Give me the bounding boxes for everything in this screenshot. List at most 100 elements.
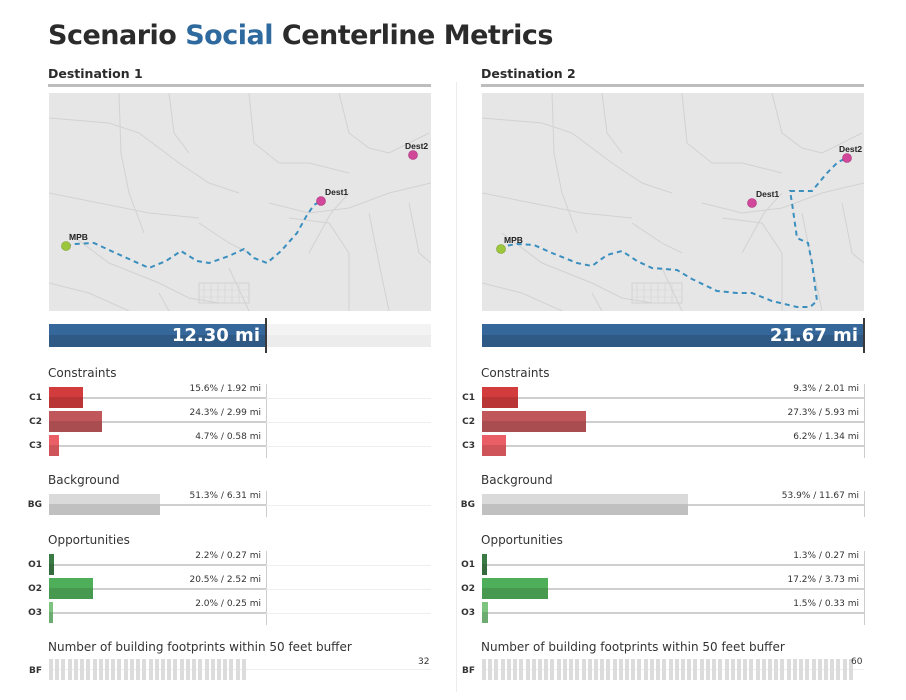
row-bar[interactable] [482, 578, 548, 599]
row-value-label: 15.6% / 1.92 mi [189, 384, 261, 394]
building-tick [718, 659, 723, 680]
building-tick [581, 659, 586, 680]
map-town [631, 282, 683, 304]
map-label-dest2: Dest2 [839, 144, 862, 154]
row-bar[interactable] [49, 494, 160, 515]
building-tick [593, 659, 598, 680]
route-map[interactable]: MPB Dest1 Dest2 [49, 93, 431, 311]
route-map[interactable]: MPB Dest1 Dest2 [482, 93, 864, 311]
row-value-label: 9.3% / 2.01 mi [793, 384, 859, 394]
distance-bar-fill [482, 324, 864, 347]
map-label-dest2: Dest2 [405, 141, 428, 151]
row-code: C3 [29, 441, 42, 451]
map-label-dest1: Dest1 [756, 189, 779, 199]
dest1-point-marker[interactable] [316, 196, 326, 206]
row-baseline-extension [266, 565, 431, 566]
row-code: O3 [28, 608, 42, 618]
row-bar[interactable] [482, 435, 506, 456]
building-tick [612, 659, 617, 680]
distance-bar-track [482, 324, 864, 347]
building-tick [117, 659, 122, 680]
row-bar[interactable] [49, 602, 53, 623]
row-value-label: 1.5% / 0.33 mi [793, 599, 859, 609]
row-value-label: 17.2% / 3.73 mi [787, 575, 859, 585]
building-tick [693, 659, 698, 680]
building-tick [836, 659, 841, 680]
building-tick [148, 659, 153, 680]
building-tick [606, 659, 611, 680]
building-tick [724, 659, 729, 680]
building-tick [173, 659, 178, 680]
destination-panel-2: Destination 2 MPB Dest1 Dest2 21.67 mi Co… [433, 0, 865, 700]
route-map-svg: MPB Dest1 Dest2 [482, 93, 864, 311]
building-tick [488, 659, 493, 680]
row-baseline [49, 421, 266, 423]
building-tick [210, 659, 215, 680]
row-code: BG [27, 500, 42, 510]
map-roads [49, 93, 431, 311]
building-tick [656, 659, 661, 680]
route-line [65, 200, 322, 270]
row-bar[interactable] [482, 554, 487, 575]
background-heading: Background [48, 473, 120, 487]
row-value-label: 6.2% / 1.34 mi [793, 432, 859, 442]
dest1-point-marker[interactable] [747, 198, 757, 208]
map-label-origin: MPB [504, 235, 523, 245]
row-code: O1 [28, 560, 42, 570]
opportunities-heading: Opportunities [481, 533, 563, 547]
dest2-point-marker[interactable] [408, 150, 418, 160]
row-value-label: 53.9% / 11.67 mi [781, 491, 859, 501]
building-tick [817, 659, 822, 680]
building-tick [223, 659, 228, 680]
constraints-scale-marker [266, 384, 267, 458]
building-tick [736, 659, 741, 680]
row-code: BF [28, 666, 42, 676]
row-bar[interactable] [49, 411, 102, 432]
building-tick [513, 659, 518, 680]
buildings-baseline [482, 669, 864, 670]
building-tick [799, 659, 804, 680]
building-tick [761, 659, 766, 680]
row-baseline-extension [266, 446, 431, 447]
row-baseline-extension [266, 589, 431, 590]
building-tick [562, 659, 567, 680]
row-bar[interactable] [49, 435, 59, 456]
building-tick [531, 659, 536, 680]
dest2-point-marker[interactable] [842, 153, 852, 163]
origin-point-marker[interactable] [496, 244, 506, 254]
row-bar[interactable] [49, 578, 93, 599]
row-bar[interactable] [482, 387, 518, 408]
map-town [198, 282, 250, 304]
row-code: C2 [29, 417, 42, 427]
row-bar[interactable] [482, 602, 488, 623]
map-background [482, 93, 864, 311]
row-value-label: 2.2% / 0.27 mi [195, 551, 261, 561]
background-heading: Background [481, 473, 553, 487]
building-tick [674, 659, 679, 680]
building-tick [86, 659, 91, 680]
building-tick [73, 659, 78, 680]
building-tick [680, 659, 685, 680]
row-value-label: 1.3% / 0.27 mi [793, 551, 859, 561]
building-tick [749, 659, 754, 680]
row-bar[interactable] [482, 494, 688, 515]
row-code: O3 [461, 608, 475, 618]
background-scale-marker [266, 491, 267, 517]
origin-point-marker[interactable] [61, 241, 71, 251]
building-tick [525, 659, 530, 680]
row-baseline [49, 445, 266, 447]
row-code: BG [460, 500, 475, 510]
row-bar[interactable] [49, 554, 54, 575]
building-tick [136, 659, 141, 680]
building-tick [811, 659, 816, 680]
row-bar[interactable] [482, 411, 586, 432]
building-tick [198, 659, 203, 680]
building-tick [192, 659, 196, 680]
building-tick [129, 659, 134, 680]
building-tick [216, 659, 221, 680]
building-tick [550, 659, 555, 680]
row-code: O2 [28, 584, 42, 594]
building-tick [167, 659, 172, 680]
row-bar[interactable] [49, 387, 83, 408]
page-title: Scenario Social Centerline Metrics [48, 20, 553, 51]
